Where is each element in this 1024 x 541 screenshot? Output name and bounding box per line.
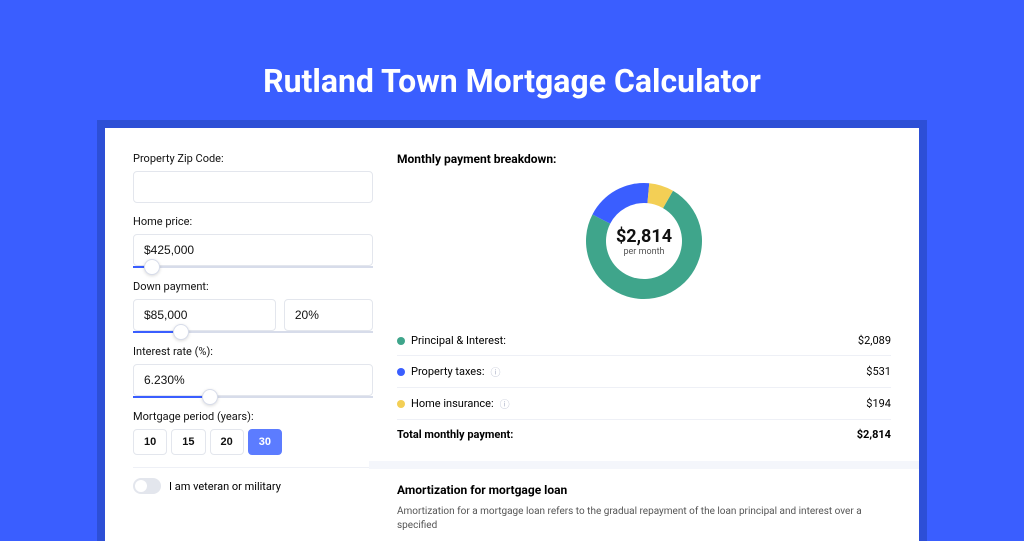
page-title: Rutland Town Mortgage Calculator [263,62,761,100]
total-amount: $2,814 [857,428,891,441]
home-price-field: Home price: [133,215,373,268]
calculator-card: Property Zip Code: Home price: Down paym… [105,128,919,541]
down-payment-label: Down payment: [133,280,373,293]
down-payment-field: Down payment: [133,280,373,333]
legend-row: Home insurance: ⓘ $194 [397,388,891,420]
legend-dot-icon [397,400,405,408]
total-row: Total monthly payment: $2,814 [397,420,891,449]
home-price-label: Home price: [133,215,373,228]
period-btn-30[interactable]: 30 [248,429,282,455]
info-icon[interactable]: ⓘ [500,396,510,411]
home-price-slider[interactable] [133,266,373,268]
card-outer: Property Zip Code: Home price: Down paym… [97,120,927,541]
legend: Principal & Interest: $2,089 Property taxe… [397,326,891,420]
veteran-row: I am veteran or military [133,467,373,494]
donut-segment [592,183,649,224]
breakdown-title: Monthly payment breakdown: [397,152,891,166]
interest-label: Interest rate (%): [133,345,373,358]
legend-dot-icon [397,368,405,376]
zip-label: Property Zip Code: [133,152,373,165]
legend-row: Property taxes: ⓘ $531 [397,356,891,388]
period-btn-20[interactable]: 20 [210,429,244,455]
period-label: Mortgage period (years): [133,410,373,423]
legend-amount: $2,089 [858,334,891,347]
period-btn-10[interactable]: 10 [133,429,167,455]
legend-amount: $194 [866,397,891,410]
donut-center-sub: per month [623,247,664,257]
legend-label: Home insurance: [411,397,494,410]
legend-amount: $531 [866,365,891,378]
zip-field: Property Zip Code: [133,152,373,203]
legend-label: Property taxes: [411,365,484,378]
period-field: Mortgage period (years): 10152030 [133,410,373,455]
down-payment-input[interactable] [133,299,276,331]
legend-label: Principal & Interest: [411,334,506,347]
amortization-body: Amortization for a mortgage loan refers … [397,505,891,533]
period-btn-15[interactable]: 15 [171,429,205,455]
interest-slider[interactable] [133,396,373,398]
donut-center-amount: $2,814 [616,226,672,247]
interest-field: Interest rate (%): [133,345,373,398]
down-payment-pct-input[interactable] [284,299,373,331]
donut-chart: $2,814 per month [397,176,891,306]
legend-row: Principal & Interest: $2,089 [397,326,891,356]
total-label: Total monthly payment: [397,428,513,441]
info-icon[interactable]: ⓘ [490,364,500,379]
amortization-section: Amortization for mortgage loan Amortizat… [369,461,919,533]
veteran-label: I am veteran or military [169,480,281,493]
down-payment-slider[interactable] [133,331,373,333]
legend-dot-icon [397,337,405,345]
home-price-input[interactable] [133,234,373,266]
amortization-title: Amortization for mortgage loan [397,483,891,497]
breakdown-column: Monthly payment breakdown: $2,814 per mo… [397,152,891,533]
form-column: Property Zip Code: Home price: Down paym… [133,152,373,533]
zip-input[interactable] [133,171,373,203]
period-options: 10152030 [133,429,373,455]
veteran-toggle[interactable] [133,478,161,494]
interest-input[interactable] [133,364,373,396]
